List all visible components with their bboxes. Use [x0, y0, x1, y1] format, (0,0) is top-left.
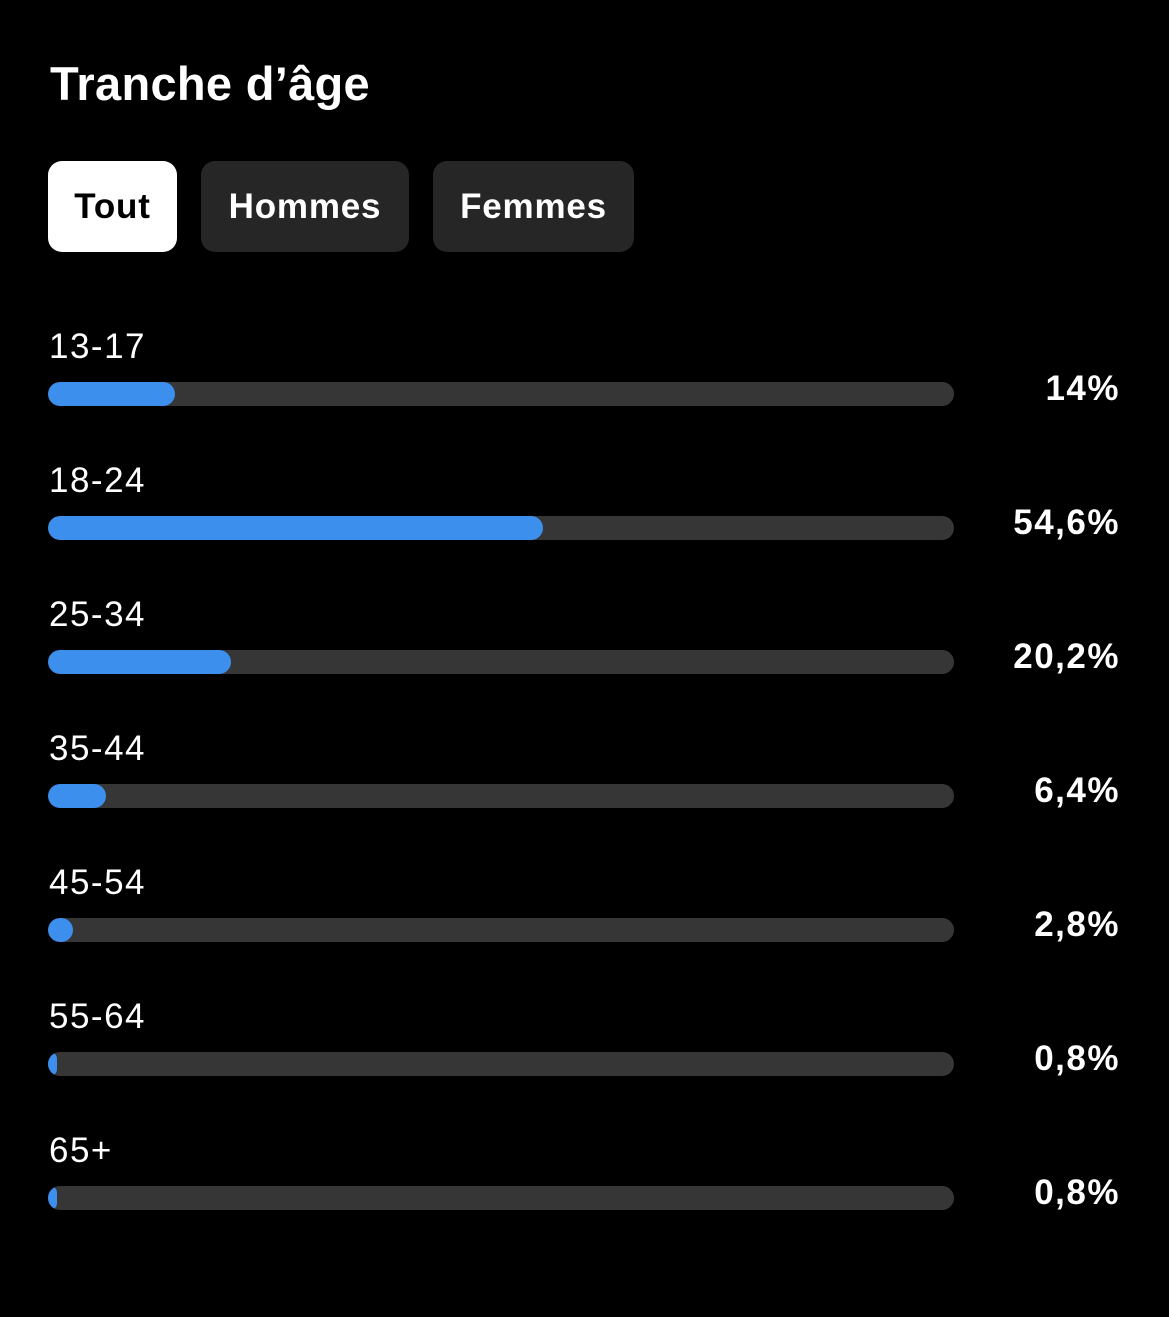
- bar-fill: [48, 918, 74, 942]
- percentage-label: 6,4%: [1034, 771, 1120, 810]
- age-row: 18-24 54,6%: [0, 461, 1169, 595]
- age-row: 35-44 6,4%: [0, 729, 1169, 863]
- bar-fill: [48, 516, 543, 540]
- percentage-label: 20,2%: [1013, 637, 1120, 676]
- tab-tout[interactable]: Tout: [48, 161, 177, 252]
- age-range-label: 65+: [49, 1131, 113, 1170]
- age-row: 55-64 0,8%: [0, 997, 1169, 1131]
- percentage-label: 54,6%: [1013, 503, 1120, 542]
- age-row: 25-34 20,2%: [0, 595, 1169, 729]
- age-range-label: 13-17: [49, 327, 147, 366]
- bar-track: [48, 784, 954, 808]
- percentage-label: 14%: [1045, 369, 1120, 408]
- bar-track: [48, 516, 954, 540]
- gender-filter-tabs: Tout Hommes Femmes: [48, 161, 658, 252]
- bar-fill: [48, 650, 231, 674]
- percentage-label: 0,8%: [1034, 1173, 1120, 1212]
- age-row: 45-54 2,8%: [0, 863, 1169, 997]
- bar-track: [48, 1052, 954, 1076]
- percentage-label: 2,8%: [1034, 905, 1120, 944]
- bar-fill: [48, 382, 175, 406]
- age-range-label: 55-64: [49, 997, 147, 1036]
- bar-track: [48, 650, 954, 674]
- bar-track: [48, 1186, 954, 1210]
- bar-fill: [48, 1186, 57, 1210]
- bar-track: [48, 918, 954, 942]
- age-range-label: 35-44: [49, 729, 147, 768]
- age-range-label: 18-24: [49, 461, 147, 500]
- age-range-label: 45-54: [49, 863, 147, 902]
- tab-hommes[interactable]: Hommes: [201, 161, 409, 252]
- age-range-label: 25-34: [49, 595, 147, 634]
- chart-title: Tranche d’âge: [50, 57, 370, 110]
- age-row: 13-17 14%: [0, 327, 1169, 461]
- percentage-label: 0,8%: [1034, 1039, 1120, 1078]
- bar-track: [48, 382, 954, 406]
- tab-femmes[interactable]: Femmes: [433, 161, 634, 252]
- bar-fill: [48, 784, 106, 808]
- bar-fill: [48, 1052, 57, 1076]
- age-row: 65+ 0,8%: [0, 1131, 1169, 1265]
